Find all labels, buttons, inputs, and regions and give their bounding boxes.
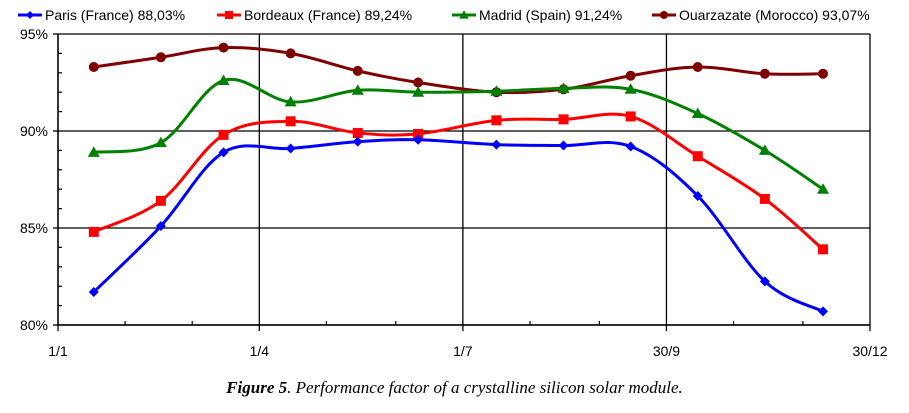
x-tick-label: 30/12 — [852, 343, 887, 359]
y-tick-label: 85% — [20, 220, 48, 236]
data-point — [557, 82, 570, 93]
data-point — [818, 306, 829, 317]
data-point — [217, 74, 230, 86]
series-ouarzazate — [88, 42, 829, 98]
data-point — [155, 52, 166, 63]
legend-label: Madrid (Spain) 91,24% — [479, 7, 622, 23]
data-point — [285, 48, 296, 59]
x-tick-label: 1/7 — [453, 343, 473, 359]
legend-item: Paris (France) 88,03% — [18, 7, 185, 23]
data-point — [692, 190, 703, 201]
series-line — [93, 77, 824, 191]
data-point — [218, 129, 229, 140]
legend: Paris (France) 88,03% Bordeaux (France) 8… — [18, 7, 870, 23]
data-point — [155, 195, 166, 206]
series-paris — [88, 134, 829, 317]
data-point — [352, 136, 363, 147]
figure-caption-text: . Performance factor of a crystalline si… — [287, 378, 683, 397]
data-point — [817, 183, 830, 194]
data-point — [218, 147, 229, 158]
data-point — [490, 85, 503, 96]
data-point — [818, 68, 829, 79]
data-point — [759, 193, 770, 204]
legend-label: Paris (France) 88,03% — [45, 7, 185, 23]
series-line — [93, 45, 824, 95]
data-point — [818, 244, 829, 255]
data-point — [758, 144, 771, 155]
data-point — [352, 65, 363, 76]
data-point — [87, 146, 100, 157]
legend-marker — [26, 11, 34, 19]
x-tick-label: 1/4 — [250, 343, 270, 359]
legend-marker — [225, 11, 233, 19]
data-point — [625, 111, 636, 122]
data-point — [625, 141, 636, 152]
data-point — [413, 77, 424, 88]
figure-caption-label: Figure 5 — [226, 378, 288, 397]
data-point — [692, 61, 703, 72]
data-point — [491, 115, 502, 126]
y-tick-label: 80% — [20, 317, 48, 333]
data-point — [413, 134, 424, 145]
legend-marker — [459, 10, 469, 19]
data-point — [154, 136, 167, 148]
data-point — [88, 226, 99, 237]
data-point — [759, 276, 770, 287]
legend-item: Bordeaux (France) 89,24% — [217, 7, 412, 23]
data-point — [285, 143, 296, 154]
data-point — [155, 221, 166, 232]
data-point — [558, 114, 569, 125]
figure-caption: Figure 5. Performance factor of a crysta… — [0, 378, 909, 398]
data-point — [351, 84, 364, 95]
legend-label: Bordeaux (France) 89,24% — [244, 7, 412, 23]
legend-marker — [660, 11, 668, 19]
data-point — [625, 70, 636, 81]
data-point — [88, 287, 99, 298]
data-point — [759, 68, 770, 79]
data-point — [285, 116, 296, 127]
data-point — [284, 95, 297, 107]
data-point — [491, 139, 502, 150]
legend-item: Madrid (Spain) 91,24% — [452, 7, 622, 23]
series-line — [93, 112, 825, 251]
series-line — [92, 138, 824, 313]
series-bordeaux — [88, 111, 829, 255]
gridlines — [57, 33, 871, 326]
x-tick-label: 1/1 — [48, 343, 68, 359]
legend-item: Ouarzazate (Morocco) 93,07% — [652, 7, 870, 23]
data-point — [691, 107, 704, 119]
axes: 95% 90% 85% 80%1/1 1/4 1/7 30/9 30/12 — [20, 26, 888, 359]
data-point — [88, 61, 99, 72]
data-point — [413, 128, 424, 139]
series-madrid — [87, 74, 830, 194]
data-point — [412, 86, 425, 97]
x-tick-label: 30/9 — [653, 343, 680, 359]
y-tick-label: 95% — [20, 26, 48, 42]
data-point — [218, 42, 229, 53]
data-point — [624, 83, 637, 94]
data-point — [558, 140, 569, 151]
performance-factor-chart: Paris (France) 88,03% Bordeaux (France) 8… — [18, 7, 888, 359]
legend-label: Ouarzazate (Morocco) 93,07% — [679, 7, 870, 23]
series-group — [87, 42, 830, 317]
data-point — [352, 127, 363, 138]
y-tick-label: 90% — [20, 123, 48, 139]
data-point — [692, 151, 703, 162]
